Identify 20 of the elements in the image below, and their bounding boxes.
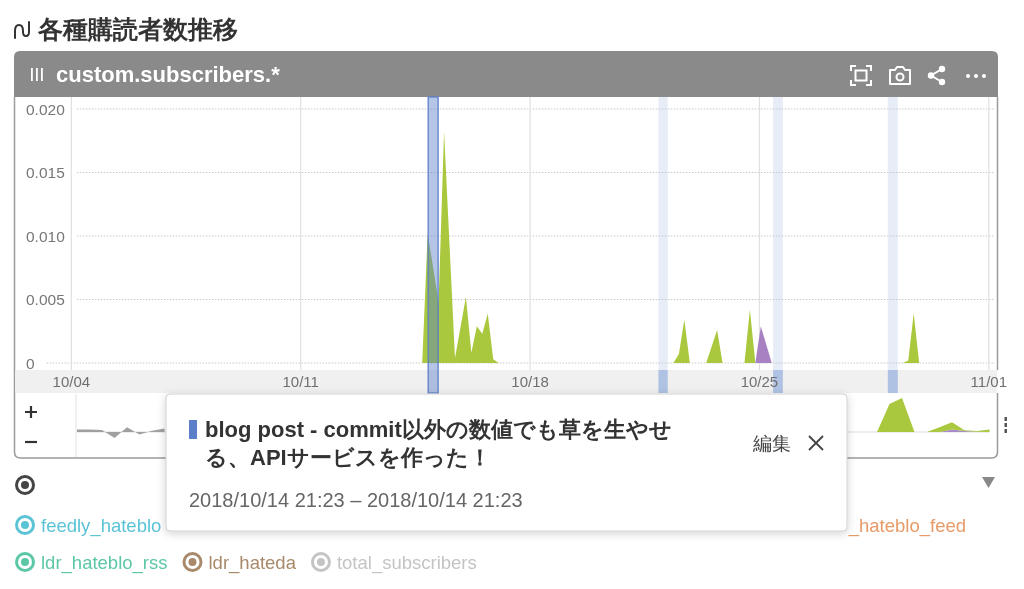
chart-subtitle: custom.subscribers.* <box>56 62 281 87</box>
y-tick-label: 0.010 <box>26 227 66 245</box>
y-tick-label: 0.015 <box>26 164 65 181</box>
legend-label: total_subscribers <box>336 551 477 574</box>
x-tick-label: 10/11 <box>282 373 319 390</box>
y-tick-label: 0.020 <box>26 100 66 118</box>
x-tick-label: 10/04 <box>52 373 91 390</box>
legend-label: ldr_hateda <box>208 551 297 574</box>
legend-label: _hateblo_feed <box>847 514 966 537</box>
annotation: 編集 <box>752 433 791 454</box>
x-tick-label: 10/25 <box>740 373 779 390</box>
y-tick-label: 0.005 <box>26 291 65 308</box>
x-tick-label: 10/18 <box>511 373 549 390</box>
text: 2018/10/14 21:23 – 2018/10/14 21:23 <box>189 489 523 511</box>
y-tick-label: 0 <box>26 354 35 372</box>
x-tick-label: 11/01 <box>970 373 1008 390</box>
band-label: blog post - commit以外の数値でも草を生やせる、APIサービスを作った！ <box>205 417 672 470</box>
legend-label: ldr_hateblo_rss <box>41 551 168 574</box>
legend-label: feedly_hateblo <box>41 514 162 537</box>
chart-title: 各種購読者数推移 <box>37 15 238 43</box>
